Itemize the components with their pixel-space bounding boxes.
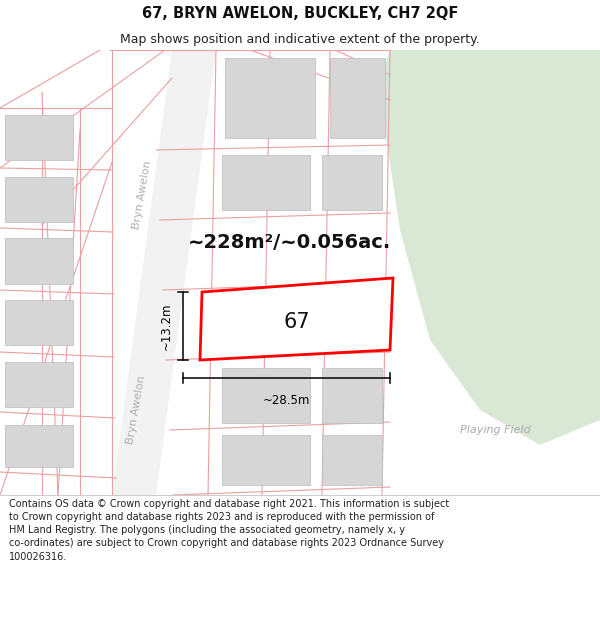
Bar <box>222 155 310 210</box>
Bar <box>225 58 315 138</box>
Bar <box>322 155 382 210</box>
Bar <box>5 115 73 160</box>
Polygon shape <box>112 50 216 495</box>
Bar <box>5 362 73 407</box>
Bar <box>222 368 310 423</box>
Text: 67, BRYN AWELON, BUCKLEY, CH7 2QF: 67, BRYN AWELON, BUCKLEY, CH7 2QF <box>142 6 458 21</box>
Text: Bryn Awelon: Bryn Awelon <box>125 375 147 445</box>
Text: ~228m²/~0.056ac.: ~228m²/~0.056ac. <box>188 232 392 251</box>
Bar <box>322 368 382 423</box>
Text: 67: 67 <box>284 312 310 332</box>
Text: Bryn Awelon: Bryn Awelon <box>131 160 153 230</box>
Bar <box>322 435 382 485</box>
Bar <box>5 238 73 284</box>
Bar <box>5 300 73 345</box>
Text: Playing Field: Playing Field <box>460 425 530 435</box>
Bar <box>222 435 310 485</box>
Bar <box>5 425 73 467</box>
Text: ~13.2m: ~13.2m <box>160 302 173 350</box>
Text: ~28.5m: ~28.5m <box>263 394 310 407</box>
Bar <box>5 177 73 222</box>
Text: Contains OS data © Crown copyright and database right 2021. This information is : Contains OS data © Crown copyright and d… <box>9 499 449 562</box>
Bar <box>330 58 385 138</box>
Polygon shape <box>380 50 600 445</box>
Polygon shape <box>200 278 393 360</box>
Text: Map shows position and indicative extent of the property.: Map shows position and indicative extent… <box>120 32 480 46</box>
